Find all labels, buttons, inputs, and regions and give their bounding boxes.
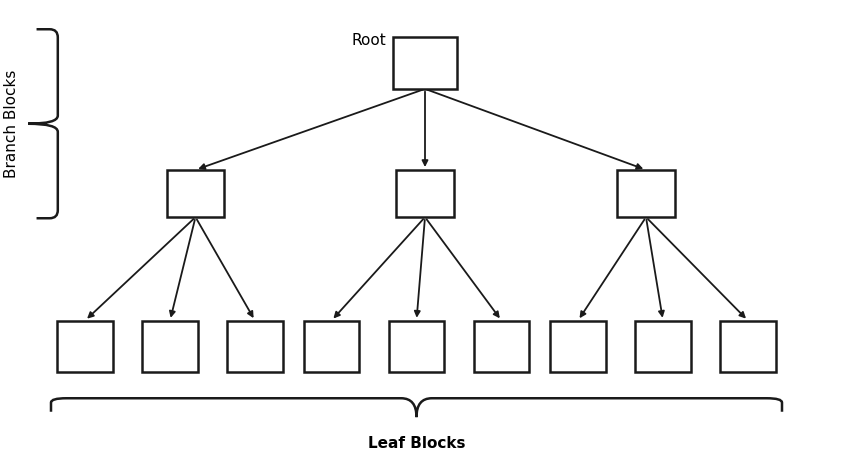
Bar	[393, 37, 456, 89]
Bar	[635, 320, 690, 373]
Bar	[617, 170, 675, 217]
Text: Root: Root	[352, 33, 386, 48]
Bar	[388, 320, 444, 373]
Bar	[474, 320, 529, 373]
Bar	[396, 170, 454, 217]
Text: Branch Blocks: Branch Blocks	[3, 70, 19, 178]
Bar	[227, 320, 282, 373]
Bar	[720, 320, 775, 373]
Bar	[58, 320, 112, 373]
Bar	[304, 320, 360, 373]
Bar	[142, 320, 197, 373]
Bar	[551, 320, 605, 373]
Bar	[167, 170, 224, 217]
Text: Leaf Blocks: Leaf Blocks	[368, 436, 465, 450]
